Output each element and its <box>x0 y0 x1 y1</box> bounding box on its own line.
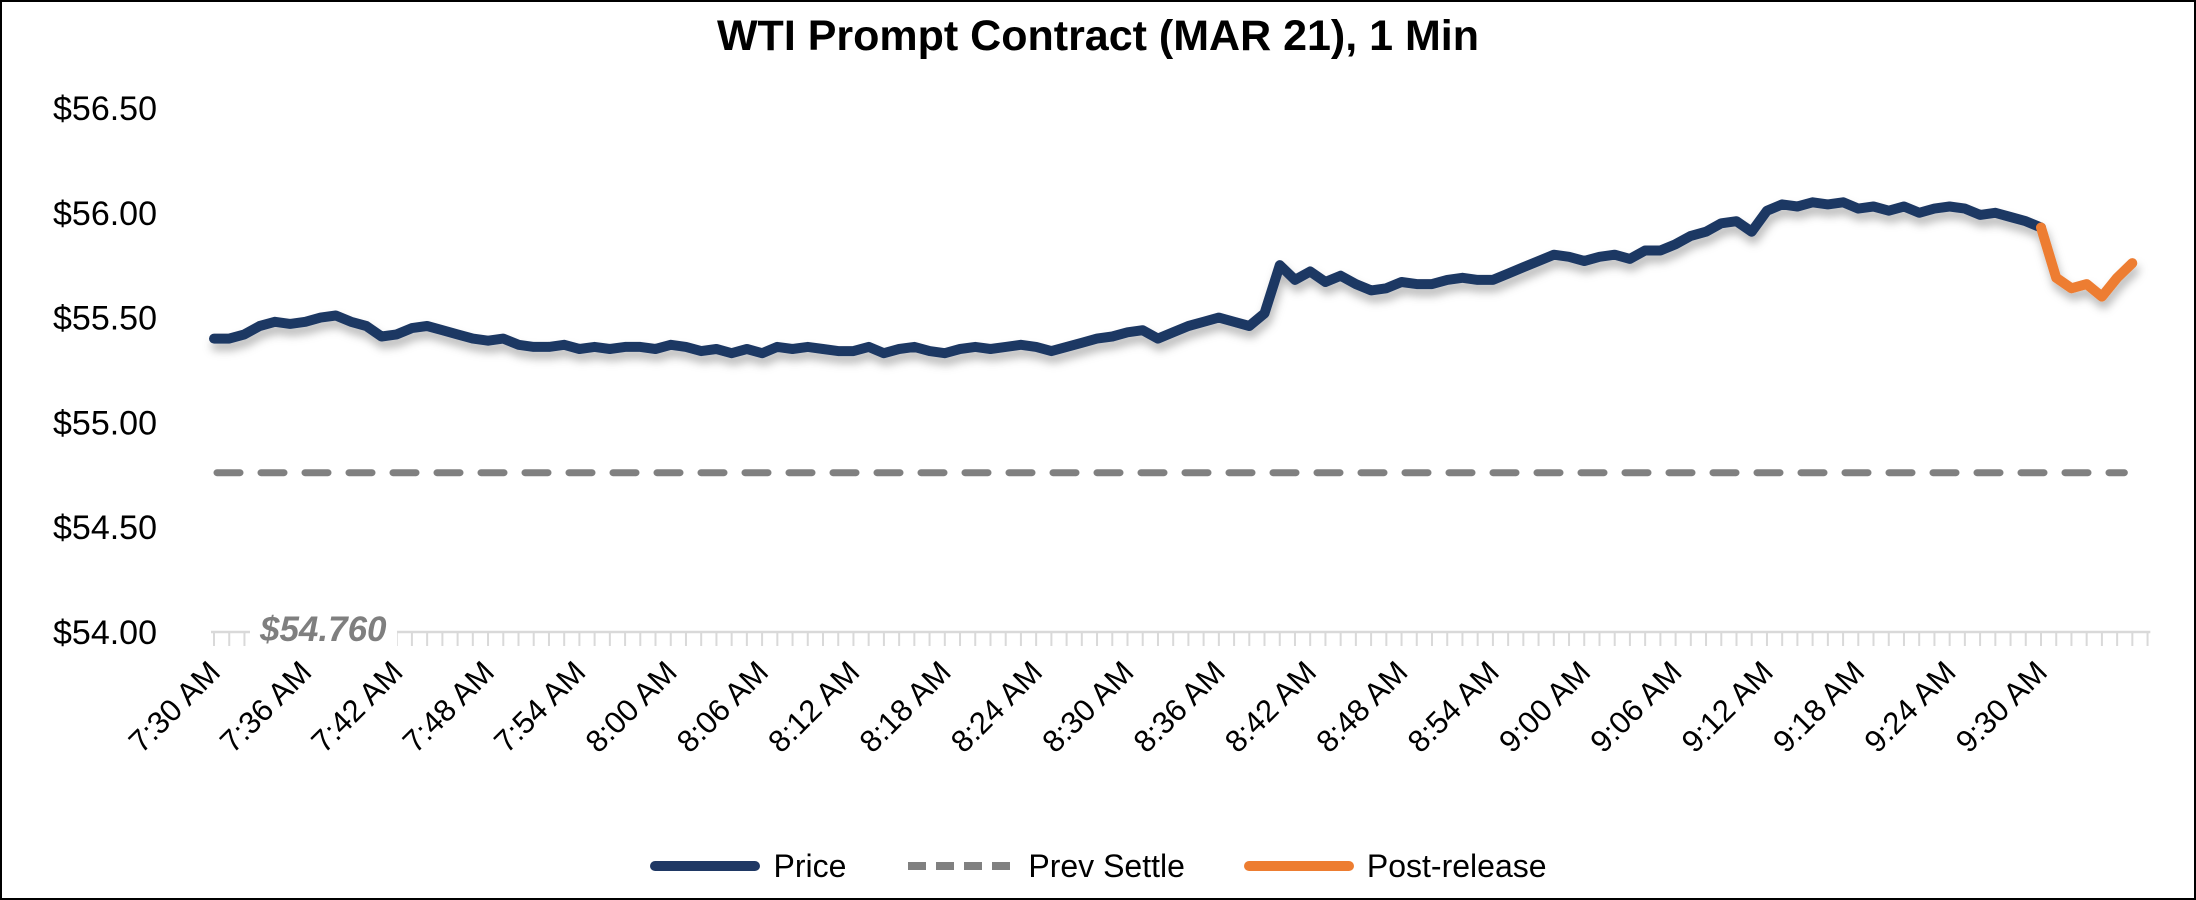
svg-text:9:06 AM: 9:06 AM <box>1583 654 1688 759</box>
y-axis-labels: $54.00 $54.50 $55.00 $55.50 $56.00 $56.50 <box>53 90 157 652</box>
legend-label-price: Price <box>773 848 847 884</box>
svg-text:7:48 AM: 7:48 AM <box>396 654 501 759</box>
chart-title: WTI Prompt Contract (MAR 21), 1 Min <box>716 12 1480 60</box>
svg-text:8:36 AM: 8:36 AM <box>1127 654 1232 759</box>
legend-label-post-release: Post-release <box>1366 848 1547 884</box>
svg-text:9:00 AM: 9:00 AM <box>1492 654 1597 759</box>
prev-settle-value-label: $54.760 <box>250 606 397 654</box>
svg-text:$56.00: $56.00 <box>53 195 157 233</box>
chart-legend: Price Prev Settle Post-release <box>2 846 2194 886</box>
svg-text:7:54 AM: 7:54 AM <box>487 654 592 759</box>
svg-text:7:36 AM: 7:36 AM <box>213 654 318 759</box>
legend-item-post-release: Post-release <box>1243 846 1547 886</box>
svg-text:8:30 AM: 8:30 AM <box>1035 654 1140 759</box>
svg-text:$55.50: $55.50 <box>53 300 157 338</box>
svg-text:9:24 AM: 9:24 AM <box>1857 654 1962 759</box>
x-axis-labels: 7:30 AM7:36 AM7:42 AM7:48 AM7:54 AM8:00 … <box>122 654 2054 759</box>
svg-text:7:42 AM: 7:42 AM <box>304 654 409 759</box>
legend-item-prev-settle: Prev Settle <box>904 846 1185 886</box>
svg-text:$54.50: $54.50 <box>53 509 157 547</box>
svg-text:9:18 AM: 9:18 AM <box>1766 654 1871 759</box>
legend-item-price: Price <box>649 846 846 886</box>
svg-text:8:24 AM: 8:24 AM <box>944 654 1049 759</box>
svg-text:8:48 AM: 8:48 AM <box>1309 654 1414 759</box>
prev-settle-line-swatch <box>908 862 1013 870</box>
svg-text:9:30 AM: 9:30 AM <box>1949 654 2054 759</box>
svg-text:8:00 AM: 8:00 AM <box>579 654 684 759</box>
svg-text:7:30 AM: 7:30 AM <box>122 654 227 759</box>
svg-text:8:42 AM: 8:42 AM <box>1218 654 1323 759</box>
post-release-line <box>2036 222 2138 302</box>
svg-text:9:12 AM: 9:12 AM <box>1675 654 1780 759</box>
svg-text:8:12 AM: 8:12 AM <box>761 654 866 759</box>
svg-text:8:54 AM: 8:54 AM <box>1401 654 1506 759</box>
svg-text:8:18 AM: 8:18 AM <box>853 654 958 759</box>
x-axis <box>211 630 2151 646</box>
legend-label-prev-settle: Prev Settle <box>1028 848 1185 884</box>
svg-text:8:06 AM: 8:06 AM <box>670 654 775 759</box>
price-line <box>209 197 2046 359</box>
post-release-line-swatch <box>1243 861 1354 871</box>
svg-text:$56.50: $56.50 <box>53 90 157 128</box>
svg-text:$55.00: $55.00 <box>53 404 157 442</box>
price-line-swatch <box>650 861 761 871</box>
svg-text:$54.00: $54.00 <box>53 614 157 652</box>
